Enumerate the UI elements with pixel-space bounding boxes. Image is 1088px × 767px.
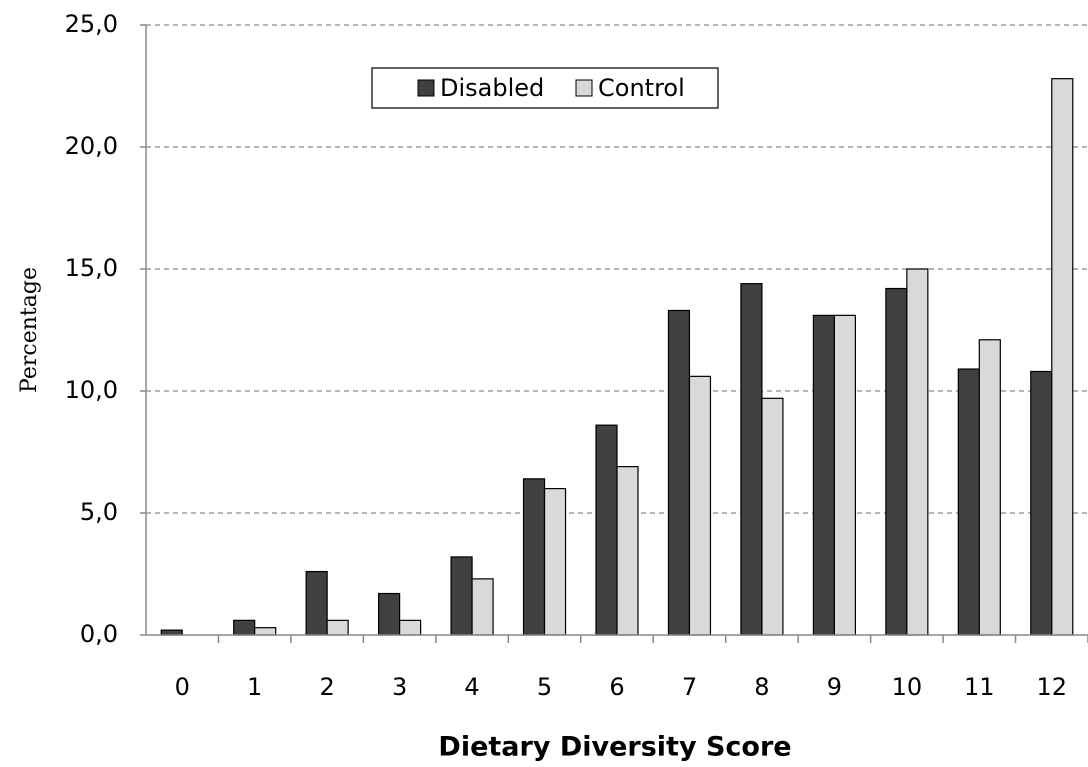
bar <box>233 619 256 636</box>
x-tick-label: 0 <box>175 673 190 701</box>
x-tick-label: 2 <box>320 673 335 701</box>
x-tick-label: 5 <box>537 673 552 701</box>
x-tick-label: 6 <box>609 673 624 701</box>
x-tick-label: 9 <box>827 673 842 701</box>
y-tick-label: 10,0 <box>65 376 118 404</box>
bar <box>688 375 712 636</box>
bar <box>450 556 473 636</box>
legend-swatch <box>575 79 593 97</box>
bar <box>399 619 422 636</box>
y-tick-label: 20,0 <box>65 132 118 160</box>
bar <box>595 424 618 636</box>
bar <box>833 314 856 636</box>
x-axis-label: Dietary Diversity Score <box>438 732 791 763</box>
bar <box>471 578 494 636</box>
bar <box>740 283 763 636</box>
bar <box>543 488 567 636</box>
legend-label: Control <box>598 74 685 102</box>
y-axis-label: Percentage <box>17 267 42 393</box>
bar <box>885 287 908 636</box>
x-tick-label: 11 <box>964 673 995 701</box>
x-tick-label: 3 <box>392 673 407 701</box>
x-tick-label: 10 <box>892 673 923 701</box>
bar <box>522 478 546 636</box>
x-tick-label: 7 <box>682 673 697 701</box>
bar <box>378 592 401 636</box>
x-tick-label: 8 <box>754 673 769 701</box>
bar <box>616 466 639 636</box>
y-tick-label: 25,0 <box>65 10 118 38</box>
x-tick-label: 1 <box>247 673 262 701</box>
bar <box>326 619 349 636</box>
x-tick-label: 4 <box>464 673 479 701</box>
bar <box>812 314 835 636</box>
bar <box>1030 370 1053 636</box>
legend-swatch <box>417 79 435 97</box>
bar <box>305 570 328 636</box>
bar <box>667 309 691 636</box>
x-tick-label: 12 <box>1036 673 1067 701</box>
bar <box>978 339 1001 636</box>
y-tick-label: 0,0 <box>80 620 118 648</box>
legend-label: Disabled <box>440 74 544 102</box>
bar <box>254 627 277 636</box>
bar <box>761 397 784 636</box>
y-tick-label: 5,0 <box>80 498 118 526</box>
bar <box>906 268 929 636</box>
bar <box>1051 78 1074 636</box>
y-tick-label: 15,0 <box>65 254 118 282</box>
bar <box>957 368 980 636</box>
